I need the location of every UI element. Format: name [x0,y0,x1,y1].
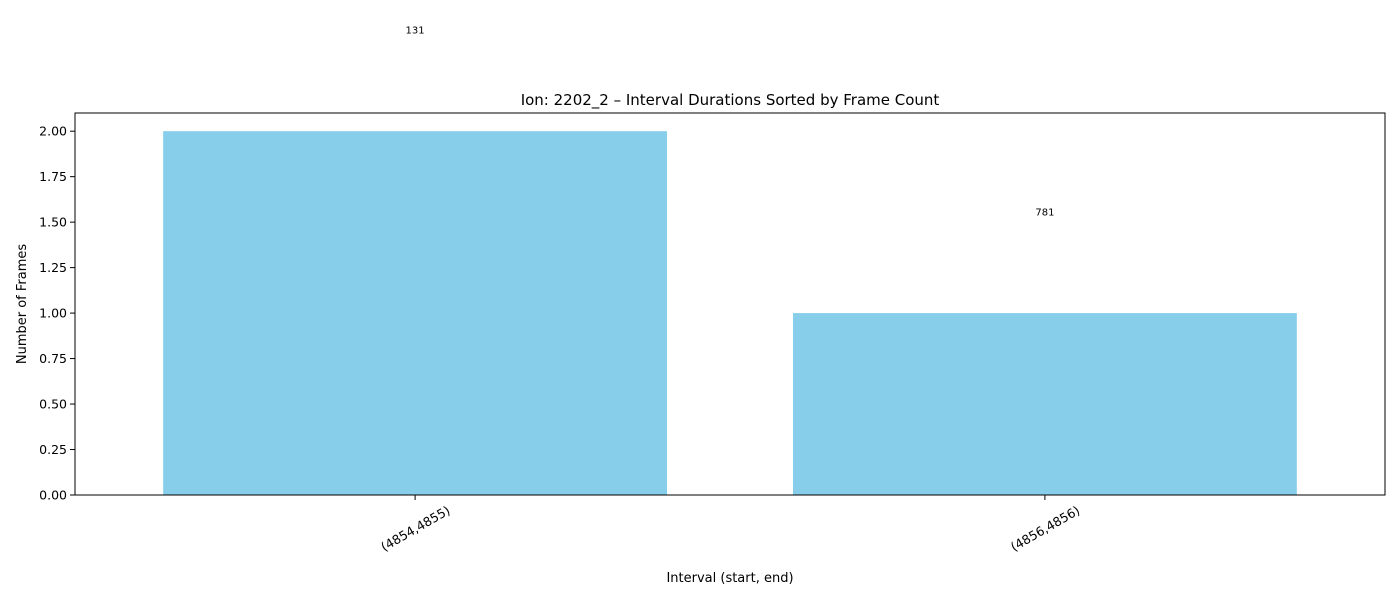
y-tick-label: 1.25 [39,260,67,275]
y-axis-label: Number of Frames [15,244,30,365]
bars-group [163,131,1297,495]
y-tick-label: 1.50 [39,215,67,230]
y-tick-label: 0.00 [39,488,67,503]
data-labels-group: 131 781 [406,26,1055,219]
plot-frame [74,112,1386,496]
data-label: 131 [406,26,425,37]
chart-title: Ion: 2202_2 – Interval Durations Sorted … [521,91,940,110]
x-tick-label: (4856,4856) [1008,503,1082,555]
y-tick-label: 0.75 [39,351,67,366]
y-axis: 0.00 0.25 0.50 0.75 1.00 1.25 1.50 1.75 2.00 [39,124,75,503]
y-tick-label: 1.75 [39,169,67,184]
bar [163,131,668,495]
y-tick-label: 0.50 [39,397,67,412]
y-tick-label: 0.25 [39,442,67,457]
y-tick-label: 2.00 [39,124,67,139]
x-axis-label: Interval (start, end) [666,571,793,586]
x-tick-label: (4854,4855) [378,503,452,555]
bar [792,313,1297,495]
data-label: 781 [1035,208,1054,219]
y-tick-label: 1.00 [39,306,67,321]
x-axis: (4854,4855) (4856,4856) [378,495,1082,554]
